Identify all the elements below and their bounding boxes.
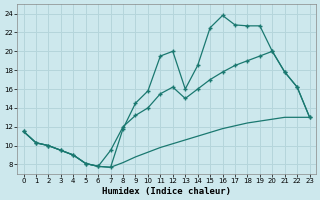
X-axis label: Humidex (Indice chaleur): Humidex (Indice chaleur) (102, 187, 231, 196)
